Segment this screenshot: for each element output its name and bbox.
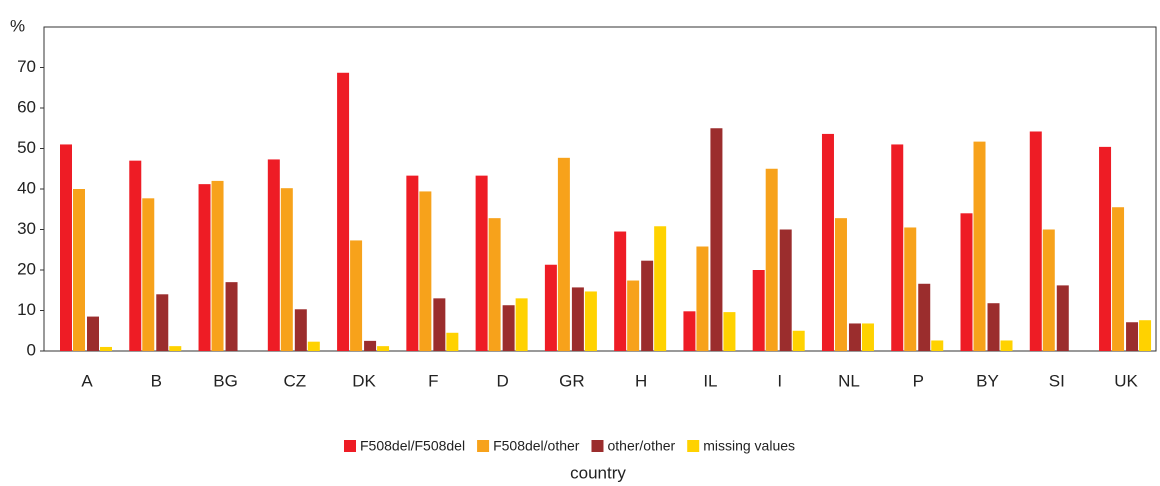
bar: [973, 141, 986, 351]
bar: [683, 311, 696, 351]
bar: [696, 246, 709, 351]
bar: [198, 184, 211, 351]
bar: [502, 305, 515, 351]
x-tick-label: A: [81, 371, 93, 390]
bar: [834, 218, 847, 351]
bar: [752, 270, 765, 351]
x-tick-label: I: [777, 371, 782, 390]
x-tick-label: BG: [213, 371, 238, 390]
y-tick-label: 10: [17, 300, 36, 319]
legend-swatch: [687, 440, 700, 452]
bar: [584, 291, 597, 351]
bar: [142, 198, 155, 351]
bar: [557, 157, 570, 351]
legend-label: F508del/other: [493, 438, 580, 454]
x-tick-label: NL: [838, 371, 860, 390]
bar: [60, 144, 72, 351]
bar: [987, 303, 1000, 351]
bar: [931, 340, 944, 351]
bar: [350, 240, 363, 351]
x-tick-label: P: [913, 371, 924, 390]
y-tick-label: 30: [17, 219, 36, 238]
bar: [364, 340, 377, 351]
y-tick-label: 20: [17, 259, 36, 278]
legend-label: missing values: [703, 438, 795, 454]
bar: [294, 309, 307, 351]
bar: [848, 323, 861, 351]
bar: [377, 346, 390, 351]
bar: [446, 332, 459, 351]
y-tick-label: 70: [17, 57, 36, 76]
legend-label: other/other: [607, 438, 675, 454]
x-tick-label: B: [151, 371, 162, 390]
bar: [225, 282, 238, 351]
y-axis-label: %: [10, 16, 25, 35]
bar: [337, 72, 350, 351]
bar: [211, 180, 224, 351]
bar: [779, 229, 792, 351]
y-tick-label: 60: [17, 97, 36, 116]
x-tick-label: BY: [976, 371, 999, 390]
bar: [861, 323, 874, 351]
bar: [73, 189, 85, 351]
x-tick-label: D: [496, 371, 508, 390]
bar: [419, 191, 432, 351]
x-tick-label: SI: [1049, 371, 1065, 390]
x-tick-label: GR: [559, 371, 585, 390]
bar: [654, 226, 667, 351]
bar: [433, 298, 446, 351]
bar: [571, 287, 584, 351]
legend-label: F508del/F508del: [360, 438, 465, 454]
bar: [1112, 207, 1125, 351]
bar: [129, 160, 142, 351]
bar: [821, 133, 834, 351]
bar: [406, 175, 419, 351]
bar: [641, 260, 654, 351]
bar: [544, 264, 557, 351]
bar: [891, 144, 904, 351]
bar: [307, 341, 320, 351]
plot-frame: [43, 26, 1157, 352]
bar: [267, 159, 280, 351]
bar: [87, 316, 99, 351]
bar: [792, 330, 805, 351]
bar: [169, 346, 182, 351]
legend-swatch: [591, 440, 604, 452]
bar: [1042, 229, 1055, 351]
bar: [280, 188, 293, 351]
bar: [918, 283, 931, 351]
bar: [488, 218, 501, 351]
bar: [1056, 285, 1069, 351]
bar: [904, 227, 917, 351]
x-tick-label: H: [635, 371, 647, 390]
y-tick-label: 40: [17, 178, 36, 197]
bar: [156, 294, 169, 351]
bar: [614, 231, 627, 351]
x-tick-label: CZ: [283, 371, 306, 390]
bar: [960, 213, 973, 351]
bar: [710, 128, 723, 351]
bar: [627, 280, 640, 351]
x-tick-label: F: [428, 371, 438, 390]
bar: [1126, 322, 1139, 351]
x-tick-label: IL: [703, 371, 717, 390]
y-tick-label: 0: [27, 340, 36, 359]
bar: [723, 312, 736, 351]
bar: [1139, 320, 1152, 351]
legend-swatch: [344, 440, 356, 452]
bar: [475, 175, 488, 351]
bar: [1029, 131, 1042, 351]
bar: [765, 168, 778, 351]
bar: [1000, 340, 1013, 351]
bar: [100, 346, 112, 351]
legend-swatch: [477, 440, 490, 452]
bar: [515, 298, 528, 351]
x-tick-label: UK: [1114, 371, 1138, 390]
y-tick-label: 50: [17, 138, 36, 157]
x-axis-label: country: [570, 463, 626, 482]
bar: [1099, 146, 1112, 351]
x-tick-label: DK: [352, 371, 376, 390]
